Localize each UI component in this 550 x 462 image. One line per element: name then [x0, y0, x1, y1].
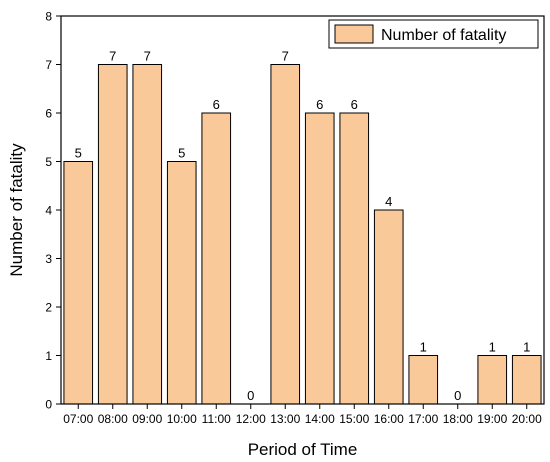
y-tick-label: 3: [45, 252, 52, 266]
bars-group: [63, 64, 542, 405]
y-tick-label: 6: [45, 107, 52, 121]
x-tick-label: 18:00: [443, 412, 473, 426]
bar-2000: [511, 355, 542, 405]
bar-1000: [166, 161, 197, 405]
data-label-1200: 0: [247, 388, 254, 403]
y-tick-label: 5: [45, 155, 52, 169]
y-tick-label: 2: [45, 301, 52, 315]
x-axis-title: Period of Time: [248, 440, 358, 459]
bar-0900: [132, 64, 163, 405]
x-tick-label: 11:00: [202, 412, 231, 426]
data-label-0900: 7: [144, 49, 151, 64]
data-label-1000: 5: [178, 146, 185, 161]
data-label-0700: 5: [75, 146, 82, 161]
legend-label: Number of fatality: [381, 27, 506, 44]
data-label-1800: 0: [454, 388, 461, 403]
x-tick-label: 08:00: [98, 412, 128, 426]
x-tick-label: 15:00: [339, 412, 369, 426]
x-tick-label: 19:00: [477, 412, 507, 426]
y-tick-label: 4: [45, 204, 52, 218]
data-label-1300: 7: [282, 49, 289, 64]
data-label-2000: 1: [523, 340, 530, 355]
x-tick-label: 20:00: [512, 412, 542, 426]
data-label-1100: 6: [213, 97, 220, 112]
y-tick-label: 7: [45, 58, 52, 72]
y-axis-title: Number of fatality: [7, 143, 26, 277]
x-tick-label: 13:00: [270, 412, 300, 426]
legend: Number of fatality: [328, 19, 539, 49]
x-tick-label: 17:00: [408, 412, 438, 426]
x-tick-label: 16:00: [374, 412, 404, 426]
data-label-1700: 1: [420, 340, 427, 355]
y-tick-label: 0: [45, 398, 52, 412]
data-label-1500: 6: [351, 97, 358, 112]
y-tick-label: 8: [45, 10, 52, 24]
x-axis: 07:00 08:00 09:00 10:00 11:00 12:00 13:00 14:00…: [63, 404, 542, 426]
bar-1400: [304, 112, 335, 405]
bar-0700: [63, 161, 94, 405]
data-label-1900: 1: [489, 340, 496, 355]
data-labels-group: 5 7 7 5 6 0 7 6 6 4 1 0 1 1: [75, 49, 531, 404]
bar-1600: [373, 209, 404, 405]
legend-swatch: [334, 24, 374, 44]
data-label-1600: 4: [385, 194, 392, 209]
x-tick-label: 12:00: [236, 412, 266, 426]
x-tick-label: 10:00: [167, 412, 197, 426]
bar-1700: [408, 355, 439, 405]
bar-1500: [339, 112, 370, 405]
y-axis: 0 1 2 3 4 5 6 7 8: [45, 10, 61, 412]
bar-1900: [477, 355, 508, 405]
y-tick-label: 1: [45, 349, 52, 363]
bar-0800: [97, 64, 128, 405]
data-label-1400: 6: [316, 97, 323, 112]
x-tick-label: 09:00: [132, 412, 162, 426]
data-label-0800: 7: [109, 49, 116, 64]
bar-1100: [201, 112, 232, 405]
x-tick-label: 14:00: [305, 412, 335, 426]
bar-1300: [270, 64, 301, 405]
x-tick-label: 07:00: [63, 412, 93, 426]
